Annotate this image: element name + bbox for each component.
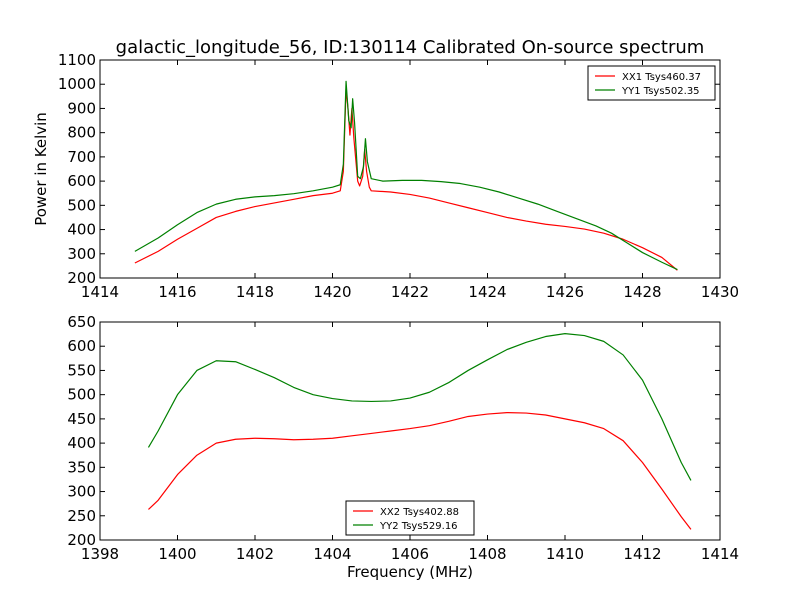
x-tick-label-0-7: 1428 [623, 283, 661, 301]
y-tick-label-0-9: 1100 [58, 51, 96, 69]
x-tick-label-0-1: 1416 [158, 283, 196, 301]
x-tick-label-1-3: 1404 [313, 545, 351, 563]
legend-label-1-0: XX2 Tsys402.88 [380, 507, 459, 518]
y-tick-label-1-2: 300 [67, 483, 96, 501]
y-tick-label-0-2: 400 [67, 221, 96, 239]
y-tick-label-1-8: 600 [67, 337, 96, 355]
x-tick-label-0-4: 1422 [391, 283, 429, 301]
legend-box-1 [345, 500, 475, 536]
legend-box-0 [587, 65, 716, 101]
y-tick-label-0-5: 700 [67, 148, 96, 166]
x-axis-label-1: Frequency (MHz) [347, 563, 473, 581]
y-tick-label-0-0: 200 [67, 269, 96, 287]
legend-label-1-1: YY2 Tsys529.16 [379, 521, 458, 532]
x-tick-label-0-6: 1426 [546, 283, 584, 301]
series-line-0-0 [134, 88, 678, 271]
y-tick-label-0-3: 500 [67, 196, 96, 214]
y-tick-label-1-0: 200 [67, 531, 96, 549]
x-tick-label-1-5: 1408 [468, 545, 506, 563]
series-line-1-0 [148, 411, 692, 530]
x-tick-label-0-2: 1418 [236, 283, 274, 301]
y-tick-label-0-8: 1000 [58, 75, 96, 93]
legend-label-0-1: YY1 Tsys502.35 [621, 86, 700, 97]
y-tick-label-1-9: 650 [67, 313, 96, 331]
y-tick-label-0-6: 800 [67, 124, 96, 142]
x-tick-label-0-8: 1430 [701, 283, 739, 301]
x-tick-label-1-0: 1398 [81, 545, 119, 563]
x-tick-label-1-1: 1400 [158, 545, 196, 563]
x-tick-label-0-3: 1420 [313, 283, 351, 301]
x-tick-label-1-6: 1410 [546, 545, 584, 563]
y-axis-label-0: Power in Kelvin [32, 112, 50, 226]
y-tick-label-1-1: 250 [67, 507, 96, 525]
y-tick-label-1-6: 500 [67, 386, 96, 404]
x-tick-label-1-8: 1414 [701, 545, 739, 563]
y-tick-label-0-4: 600 [67, 172, 96, 190]
x-tick-label-0-5: 1424 [468, 283, 506, 301]
y-tick-label-1-3: 350 [67, 458, 96, 476]
y-tick-label-0-1: 300 [67, 245, 96, 263]
series-line-0-1 [134, 80, 678, 271]
y-tick-label-1-7: 550 [67, 361, 96, 379]
chart-title-0: galactic_longitude_56, ID:130114 Calibra… [116, 37, 705, 58]
x-tick-label-1-7: 1412 [623, 545, 661, 563]
y-tick-label-1-5: 450 [67, 410, 96, 428]
y-tick-label-1-4: 400 [67, 434, 96, 452]
legend-label-0-0: XX1 Tsys460.37 [622, 72, 701, 83]
series-line-1-1 [147, 333, 692, 481]
x-tick-label-0-0: 1414 [81, 283, 119, 301]
y-tick-label-0-7: 900 [67, 99, 96, 117]
x-tick-label-1-4: 1406 [391, 545, 429, 563]
x-tick-label-1-2: 1402 [236, 545, 274, 563]
